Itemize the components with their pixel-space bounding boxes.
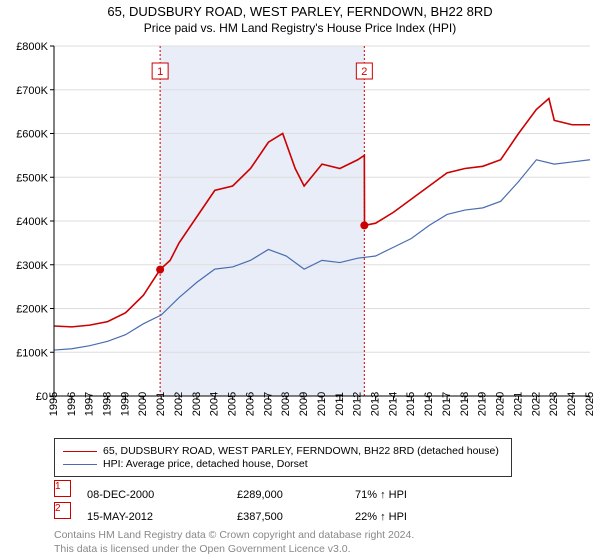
- x-tick-label: 2007: [262, 392, 274, 416]
- event-marker-number: 2: [361, 66, 367, 78]
- y-tick-label: £700K: [16, 85, 48, 97]
- sale-marker-box: 2: [54, 502, 71, 519]
- x-tick-label: 2016: [423, 392, 435, 416]
- x-tick-label: 2013: [370, 392, 382, 416]
- x-tick-label: 2024: [566, 392, 578, 416]
- x-tick-label: 2014: [387, 392, 399, 416]
- sale-price: £289,000: [237, 489, 283, 501]
- x-tick-label: 1997: [84, 392, 96, 416]
- x-tick-label: 2000: [137, 392, 149, 416]
- series-marker-dot: [156, 266, 164, 274]
- y-tick-label: £100K: [16, 347, 48, 359]
- x-tick-label: 2018: [459, 392, 471, 416]
- legend-box: 65, DUDSBURY ROAD, WEST PARLEY, FERNDOWN…: [54, 438, 512, 477]
- x-tick-label: 2008: [280, 392, 292, 416]
- x-tick-label: 2017: [441, 392, 453, 416]
- legend-label: HPI: Average price, detached house, Dors…: [103, 458, 308, 470]
- x-tick-label: 2005: [227, 392, 239, 416]
- sale-event-row: 108-DEC-2000£289,00071% ↑ HPI: [54, 480, 574, 497]
- sale-marker-box: 1: [54, 480, 71, 497]
- x-tick-label: 1998: [102, 392, 114, 416]
- legend-swatch: [63, 451, 97, 452]
- attribution-footer: Contains HM Land Registry data © Crown c…: [54, 528, 414, 556]
- legend-item: HPI: Average price, detached house, Dors…: [63, 458, 503, 470]
- legend-label: 65, DUDSBURY ROAD, WEST PARLEY, FERNDOWN…: [103, 445, 499, 457]
- footer-line-2: This data is licensed under the Open Gov…: [54, 542, 414, 556]
- y-tick-label: £500K: [16, 172, 48, 184]
- y-tick-label: £600K: [16, 129, 48, 141]
- chart-plot-area: £0 £100K £200K £300K £400K £500K £600K £700K £80…: [0, 0, 600, 440]
- y-tick-label: £0: [36, 391, 48, 403]
- legend-item: 65, DUDSBURY ROAD, WEST PARLEY, FERNDOWN…: [63, 445, 503, 457]
- x-tick-label: 2012: [352, 392, 364, 416]
- x-tick-label: 2023: [548, 392, 560, 416]
- y-tick-label: £800K: [16, 41, 48, 53]
- x-tick-label: 2004: [209, 392, 221, 416]
- x-tick-label: 2001: [155, 392, 167, 416]
- x-tick-label: 2003: [191, 392, 203, 416]
- x-tick-label: 1999: [119, 392, 131, 416]
- y-tick-label: £400K: [16, 216, 48, 228]
- x-tick-label: 2021: [512, 392, 524, 416]
- x-tick-label: 2002: [173, 392, 185, 416]
- series-marker-dot: [360, 221, 368, 229]
- legend-swatch: [63, 464, 97, 465]
- sale-date: 08-DEC-2000: [87, 489, 154, 501]
- sale-pct-vs-hpi: 71% ↑ HPI: [355, 489, 407, 501]
- x-tick-label: 2025: [584, 392, 596, 416]
- x-tick-label: 2015: [405, 392, 417, 416]
- sale-price: £387,500: [237, 511, 283, 523]
- x-tick-label: 2022: [530, 392, 542, 416]
- sale-event-row: 215-MAY-2012£387,50022% ↑ HPI: [54, 502, 574, 519]
- y-tick-label: £300K: [16, 260, 48, 272]
- x-tick-label: 2010: [316, 392, 328, 416]
- x-tick-label: 2019: [477, 392, 489, 416]
- y-tick-label: £200K: [16, 304, 48, 316]
- event-marker-number: 1: [157, 66, 163, 78]
- x-tick-label: 2006: [244, 392, 256, 416]
- sale-pct-vs-hpi: 22% ↑ HPI: [355, 511, 407, 523]
- x-tick-label: 1996: [66, 392, 78, 416]
- footer-line-1: Contains HM Land Registry data © Crown c…: [54, 528, 414, 542]
- x-tick-label: 2020: [495, 392, 507, 416]
- sale-date: 15-MAY-2012: [87, 511, 153, 523]
- x-tick-label: 2009: [298, 392, 310, 416]
